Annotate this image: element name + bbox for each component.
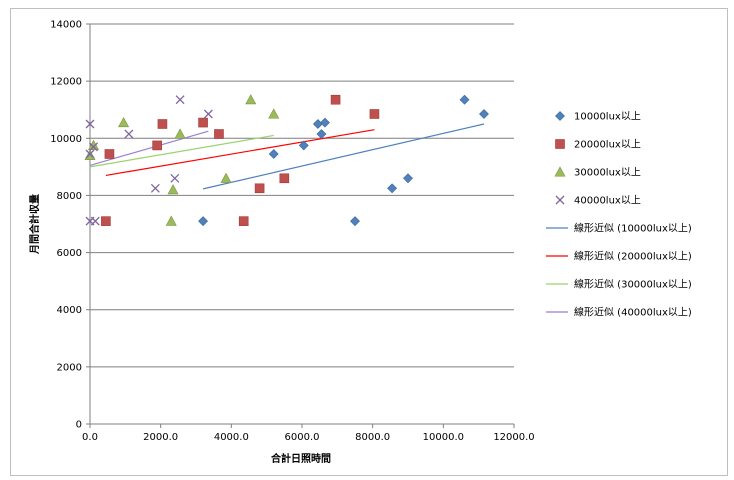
data-point-series-2 xyxy=(198,117,208,128)
data-point-series-1 xyxy=(312,119,323,129)
gridlines xyxy=(86,23,514,425)
axes xyxy=(89,24,515,428)
data-point-series-4 xyxy=(89,142,98,152)
x-tick-label: 8000.0 xyxy=(355,432,390,443)
data-point-series-2 xyxy=(157,119,168,129)
data-point-series-1 xyxy=(459,94,470,105)
data-point-series-4 xyxy=(85,119,95,129)
x-tick-labels: 0.0 2000.0 4000.0 6000.0 8000.0 10000.0 12000.… xyxy=(82,432,535,443)
x-marker-stroke xyxy=(203,109,213,119)
data-point-series-2 xyxy=(238,216,249,226)
x-marker-stroke xyxy=(85,119,95,129)
x-marker-stroke xyxy=(89,142,98,152)
data-point-series-4 xyxy=(170,173,180,183)
data-point-series-3 xyxy=(220,172,232,183)
y-tick-label: 8000 xyxy=(57,191,82,202)
data-point-series-2 xyxy=(279,173,290,184)
data-point-series-1 xyxy=(350,216,360,227)
data-point-series-1 xyxy=(320,117,330,128)
legend-label-trend-2: 線形近似 (20000lux以上) xyxy=(574,250,692,263)
x-marker-stroke xyxy=(555,195,565,205)
data-point-series-3 xyxy=(165,215,177,226)
data-point-series-1 xyxy=(198,216,208,227)
data-point-series-2 xyxy=(214,129,224,139)
y-tick-labels: 0 2000 4000 6000 8000 10000 12000 14000 xyxy=(50,20,82,431)
legend-marker-series-1 xyxy=(555,111,565,121)
legend-marker-series-4 xyxy=(555,195,565,205)
data-points xyxy=(84,94,489,227)
data-point-series-3 xyxy=(174,128,186,139)
data-point-series-2 xyxy=(101,216,111,226)
x-axis-title: 合計日照時間 xyxy=(270,452,331,465)
y-tick-label: 10000 xyxy=(50,134,82,145)
x-tick-label: 2000.0 xyxy=(143,432,178,443)
trendlines xyxy=(89,123,485,190)
legend-label-trend-1: 線形近似 (10000lux以上) xyxy=(574,222,692,235)
legend-marker-series-2 xyxy=(555,139,565,149)
trendline-2 xyxy=(105,129,375,177)
y-tick-label: 0 xyxy=(76,420,82,431)
x-tick-label: 6000.0 xyxy=(285,432,320,443)
legend-label-series-2: 20000lux以上 xyxy=(574,139,641,151)
data-point-series-2 xyxy=(369,109,380,119)
legend-label-series-1: 10000lux以上 xyxy=(574,111,641,123)
data-point-series-4 xyxy=(124,129,134,139)
legend-label-series-3: 30000lux以上 xyxy=(574,167,641,179)
data-point-series-3 xyxy=(118,116,130,128)
data-point-series-1 xyxy=(403,173,413,184)
data-point-series-1 xyxy=(268,149,279,159)
legend-label-trend-4: 線形近似 (40000lux以上) xyxy=(574,306,692,319)
y-tick-label: 6000 xyxy=(57,248,82,259)
legend: 10000lux以上 20000lux以上 30000lux以上 40000lux以上… xyxy=(546,111,692,319)
data-point-series-1 xyxy=(316,129,327,139)
trendline-1 xyxy=(202,123,485,190)
x-tick-label: 0.0 xyxy=(82,432,98,443)
x-marker-stroke xyxy=(175,95,185,105)
data-point-series-4 xyxy=(150,183,160,193)
trendline-4 xyxy=(89,130,209,167)
data-point-series-2 xyxy=(330,94,341,105)
y-tick-label: 4000 xyxy=(57,305,82,316)
legend-label-trend-3: 線形近似 (30000lux以上) xyxy=(574,278,692,291)
data-point-series-2 xyxy=(254,183,265,194)
y-tick-label: 2000 xyxy=(57,362,82,373)
data-point-series-3 xyxy=(245,94,257,105)
x-marker-stroke xyxy=(85,149,95,159)
x-tick-label: 10000.0 xyxy=(423,432,464,443)
x-tick-label: 4000.0 xyxy=(214,432,249,443)
y-tick-label: 12000 xyxy=(50,77,82,88)
data-point-series-1 xyxy=(387,183,398,194)
x-tick-label: 12000.0 xyxy=(493,432,534,443)
x-marker-stroke xyxy=(170,173,180,183)
data-point-series-4 xyxy=(175,95,185,105)
data-point-series-3 xyxy=(167,184,179,195)
x-marker-stroke xyxy=(150,183,160,193)
data-point-series-1 xyxy=(298,140,309,151)
data-point-series-3 xyxy=(268,108,280,119)
data-point-series-4 xyxy=(203,109,213,119)
y-tick-label: 14000 xyxy=(50,20,82,31)
legend-marker-series-3 xyxy=(554,166,566,177)
x-marker-stroke xyxy=(90,216,100,226)
data-point-series-2 xyxy=(152,140,162,151)
data-point-series-2 xyxy=(104,149,115,159)
x-marker-stroke xyxy=(124,129,134,139)
data-point-series-4 xyxy=(90,216,100,226)
data-point-series-4 xyxy=(85,149,95,159)
trendline-3 xyxy=(89,134,274,168)
data-point-series-1 xyxy=(479,109,489,119)
chart-frame xyxy=(10,8,728,476)
y-axis-title: 月間合計収量 xyxy=(28,194,41,255)
legend-label-series-4: 40000lux以上 xyxy=(574,195,641,207)
